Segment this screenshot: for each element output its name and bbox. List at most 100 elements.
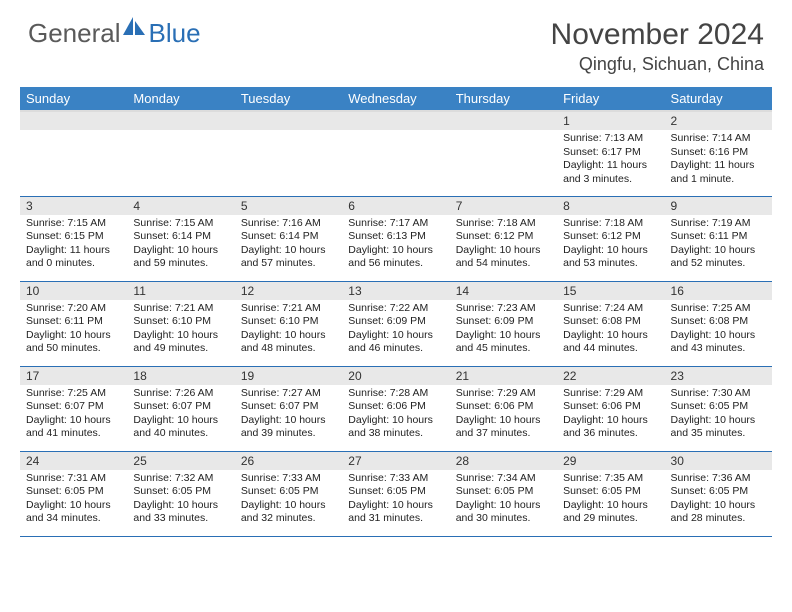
calendar-week-row: 10Sunrise: 7:20 AMSunset: 6:11 PMDayligh…: [20, 281, 772, 366]
daylight-text: Daylight: 10 hours and 59 minutes.: [133, 244, 228, 271]
day-number: 29: [557, 452, 664, 470]
daylight-text: Daylight: 10 hours and 44 minutes.: [563, 329, 658, 356]
calendar-day-cell: 7Sunrise: 7:18 AMSunset: 6:12 PMDaylight…: [450, 196, 557, 281]
sunrise-text: Sunrise: 7:27 AM: [241, 387, 336, 401]
sunset-text: Sunset: 6:14 PM: [241, 230, 336, 244]
daylight-text: Daylight: 10 hours and 38 minutes.: [348, 414, 443, 441]
calendar-week-row: 17Sunrise: 7:25 AMSunset: 6:07 PMDayligh…: [20, 366, 772, 451]
daylight-text: Daylight: 10 hours and 33 minutes.: [133, 499, 228, 526]
calendar-day-cell: 16Sunrise: 7:25 AMSunset: 6:08 PMDayligh…: [665, 281, 772, 366]
daylight-text: Daylight: 10 hours and 37 minutes.: [456, 414, 551, 441]
sunset-text: Sunset: 6:17 PM: [563, 146, 658, 160]
day-number: 16: [665, 282, 772, 300]
sunset-text: Sunset: 6:06 PM: [563, 400, 658, 414]
day-number: 8: [557, 197, 664, 215]
day-info: Sunrise: 7:21 AMSunset: 6:10 PMDaylight:…: [235, 300, 342, 361]
sunrise-text: Sunrise: 7:25 AM: [26, 387, 121, 401]
weekday-header: Monday: [127, 87, 234, 111]
daylight-text: Daylight: 10 hours and 28 minutes.: [671, 499, 766, 526]
calendar-day-cell: 17Sunrise: 7:25 AMSunset: 6:07 PMDayligh…: [20, 366, 127, 451]
day-number: 22: [557, 367, 664, 385]
day-info: Sunrise: 7:25 AMSunset: 6:07 PMDaylight:…: [20, 385, 127, 446]
calendar-week-row: 3 Sunrise: 7:15 AM Sunset: 6:15 PM Daylight…: [20, 196, 772, 281]
sail-icon: [121, 15, 147, 42]
sunset-text: Sunset: 6:15 PM: [26, 230, 121, 244]
daylight-text: Daylight: 10 hours and 46 minutes.: [348, 329, 443, 356]
sunrise-text: Sunrise: 7:31 AM: [26, 472, 121, 486]
weekday-header: Sunday: [20, 87, 127, 111]
calendar-day-cell: 6Sunrise: 7:17 AMSunset: 6:13 PMDaylight…: [342, 196, 449, 281]
day-info-empty: [127, 130, 234, 190]
calendar-day-cell: [342, 111, 449, 196]
weekday-header-row: Sunday Monday Tuesday Wednesday Thursday…: [20, 87, 772, 111]
daylight-text: Daylight: 10 hours and 35 minutes.: [671, 414, 766, 441]
day-info-empty: [342, 130, 449, 190]
daylight-text: Daylight: 10 hours and 31 minutes.: [348, 499, 443, 526]
day-info: Sunrise: 7:13 AMSunset: 6:17 PMDaylight:…: [557, 130, 664, 191]
calendar-day-cell: 29Sunrise: 7:35 AMSunset: 6:05 PMDayligh…: [557, 451, 664, 536]
sunrise-text: Sunrise: 7:15 AM: [133, 217, 228, 231]
day-info: Sunrise: 7:14 AMSunset: 6:16 PMDaylight:…: [665, 130, 772, 191]
sunrise-text: Sunrise: 7:30 AM: [671, 387, 766, 401]
daylight-text: Daylight: 10 hours and 48 minutes.: [241, 329, 336, 356]
day-number: 2: [665, 112, 772, 130]
day-number-empty: [127, 112, 234, 130]
title-block: November 2024 Qingfu, Sichuan, China: [551, 18, 764, 75]
sunset-text: Sunset: 6:09 PM: [456, 315, 551, 329]
day-info: Sunrise: 7:33 AMSunset: 6:05 PMDaylight:…: [235, 470, 342, 531]
sunrise-text: Sunrise: 7:32 AM: [133, 472, 228, 486]
sunrise-text: Sunrise: 7:24 AM: [563, 302, 658, 316]
calendar-day-cell: 4Sunrise: 7:15 AMSunset: 6:14 PMDaylight…: [127, 196, 234, 281]
weekday-header: Saturday: [665, 87, 772, 111]
sunrise-text: Sunrise: 7:21 AM: [133, 302, 228, 316]
brand-part2: Blue: [149, 18, 201, 49]
sunset-text: Sunset: 6:14 PM: [133, 230, 228, 244]
sunrise-text: Sunrise: 7:18 AM: [563, 217, 658, 231]
calendar-day-cell: 9Sunrise: 7:19 AMSunset: 6:11 PMDaylight…: [665, 196, 772, 281]
calendar-day-cell: 10Sunrise: 7:20 AMSunset: 6:11 PMDayligh…: [20, 281, 127, 366]
day-info: Sunrise: 7:35 AMSunset: 6:05 PMDaylight:…: [557, 470, 664, 531]
day-number: 28: [450, 452, 557, 470]
weekday-header: Wednesday: [342, 87, 449, 111]
day-number: 30: [665, 452, 772, 470]
sunrise-text: Sunrise: 7:19 AM: [671, 217, 766, 231]
calendar-day-cell: 27Sunrise: 7:33 AMSunset: 6:05 PMDayligh…: [342, 451, 449, 536]
sunset-text: Sunset: 6:08 PM: [563, 315, 658, 329]
calendar-week-row: 24Sunrise: 7:31 AMSunset: 6:05 PMDayligh…: [20, 451, 772, 536]
sunrise-text: Sunrise: 7:33 AM: [348, 472, 443, 486]
calendar-week-row: 1Sunrise: 7:13 AMSunset: 6:17 PMDaylight…: [20, 111, 772, 196]
brand-logo: General Blue: [28, 18, 201, 49]
sunset-text: Sunset: 6:05 PM: [456, 485, 551, 499]
day-number-empty: [450, 112, 557, 130]
calendar-day-cell: 28Sunrise: 7:34 AMSunset: 6:05 PMDayligh…: [450, 451, 557, 536]
calendar-day-cell: 11Sunrise: 7:21 AMSunset: 6:10 PMDayligh…: [127, 281, 234, 366]
calendar-day-cell: 21Sunrise: 7:29 AMSunset: 6:06 PMDayligh…: [450, 366, 557, 451]
sunset-text: Sunset: 6:11 PM: [671, 230, 766, 244]
daylight-text: Daylight: 10 hours and 45 minutes.: [456, 329, 551, 356]
sunset-text: Sunset: 6:05 PM: [133, 485, 228, 499]
daylight-text: Daylight: 10 hours and 56 minutes.: [348, 244, 443, 271]
sunset-text: Sunset: 6:12 PM: [563, 230, 658, 244]
sunrise-text: Sunrise: 7:22 AM: [348, 302, 443, 316]
day-info-empty: [235, 130, 342, 190]
day-info: Sunrise: 7:29 AMSunset: 6:06 PMDaylight:…: [450, 385, 557, 446]
calendar-day-cell: [235, 111, 342, 196]
sunrise-text: Sunrise: 7:13 AM: [563, 132, 658, 146]
sunset-text: Sunset: 6:10 PM: [133, 315, 228, 329]
sunrise-text: Sunrise: 7:26 AM: [133, 387, 228, 401]
sunrise-text: Sunrise: 7:36 AM: [671, 472, 766, 486]
daylight-text: Daylight: 11 hours and 1 minute.: [671, 159, 766, 186]
sunrise-text: Sunrise: 7:21 AM: [241, 302, 336, 316]
sunrise-text: Sunrise: 7:14 AM: [671, 132, 766, 146]
calendar-table: Sunday Monday Tuesday Wednesday Thursday…: [20, 87, 772, 537]
day-number-empty: [235, 112, 342, 130]
day-info: Sunrise: 7:15 AMSunset: 6:14 PMDaylight:…: [127, 215, 234, 276]
calendar-day-cell: 20Sunrise: 7:28 AMSunset: 6:06 PMDayligh…: [342, 366, 449, 451]
daylight-text: Daylight: 10 hours and 36 minutes.: [563, 414, 658, 441]
sunrise-text: Sunrise: 7:17 AM: [348, 217, 443, 231]
day-number: 3: [20, 197, 127, 215]
calendar-day-cell: 5Sunrise: 7:16 AMSunset: 6:14 PMDaylight…: [235, 196, 342, 281]
sunset-text: Sunset: 6:06 PM: [456, 400, 551, 414]
sunset-text: Sunset: 6:08 PM: [671, 315, 766, 329]
calendar-day-cell: 8Sunrise: 7:18 AMSunset: 6:12 PMDaylight…: [557, 196, 664, 281]
